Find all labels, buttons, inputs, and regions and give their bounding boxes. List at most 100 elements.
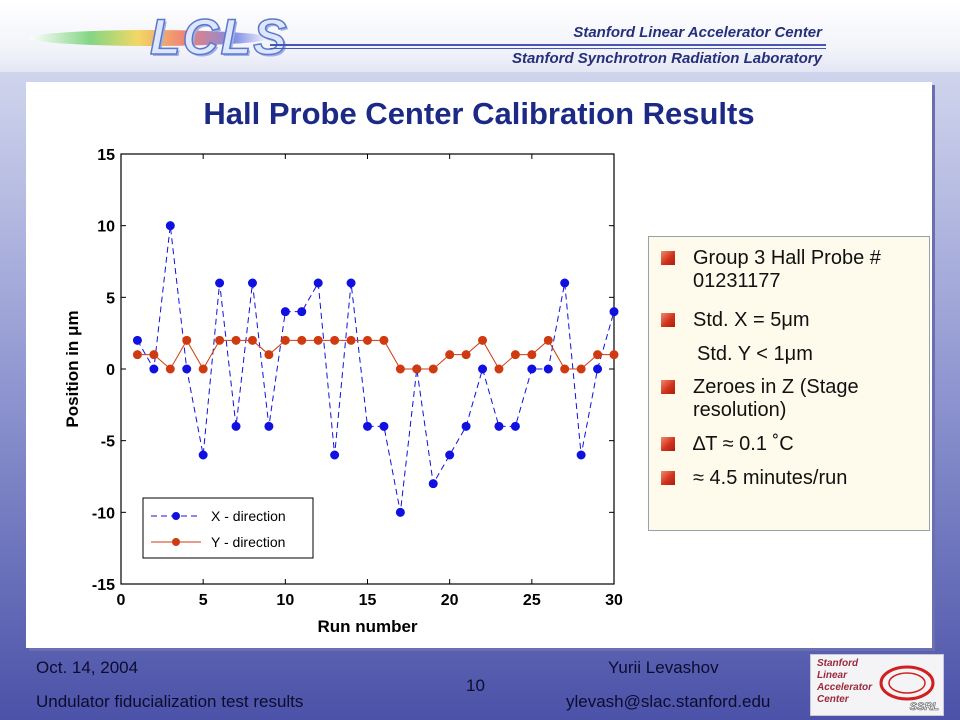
info-probe: Group 3 Hall Probe # 01231177 xyxy=(693,247,881,292)
data-point-y xyxy=(280,335,290,345)
data-point-y xyxy=(527,350,537,360)
footer-date: Oct. 14, 2004 xyxy=(36,658,139,677)
slac-ssrl-logo: Stanford Linear Accelerator Center SSRL xyxy=(810,654,944,716)
x-tick-label: 10 xyxy=(276,592,294,609)
data-point-y xyxy=(593,350,603,360)
data-point-x xyxy=(379,421,389,431)
data-point-x xyxy=(428,479,438,489)
y-tick-label: -5 xyxy=(101,434,115,451)
data-point-y xyxy=(412,364,422,374)
series-line-x xyxy=(136,225,615,513)
data-point-y xyxy=(165,364,175,374)
data-point-y xyxy=(560,364,570,374)
data-point-y xyxy=(313,335,323,345)
data-point-y xyxy=(576,364,586,374)
info-box: Group 3 Hall Probe # 01231177 Std. X = 5… xyxy=(648,236,930,531)
footer-subject: Undulator fiducialization test results xyxy=(36,692,304,711)
info-delta-t: ∆T ≈ 0.1 ˚C xyxy=(693,433,794,455)
data-point-x xyxy=(313,278,323,288)
info-zeroes: Zeroes in Z (Stage resolution) xyxy=(693,376,859,421)
data-point-x xyxy=(182,364,192,374)
header-rule-bottom xyxy=(270,48,826,49)
legend-swatch-marker xyxy=(172,512,180,520)
data-point-y xyxy=(182,335,192,345)
data-point-x xyxy=(165,221,175,231)
calibration-chart: 0 5 10 15 20 25 30 -15 -10 -5 0 5 10 15 Run number Posi… xyxy=(63,147,623,636)
data-point-x xyxy=(132,335,142,345)
data-point-x xyxy=(264,421,274,431)
x-tick-label: 30 xyxy=(605,592,623,609)
bullet-icon xyxy=(661,437,675,451)
data-point-y xyxy=(149,350,159,360)
data-point-x xyxy=(346,278,356,288)
header-rule-top xyxy=(270,44,826,46)
footer-email[interactable]: ylevash@slac.stanford.edu xyxy=(566,692,771,711)
slide-panel: Hall Probe Center Calibration Results 0 5… xyxy=(26,82,932,648)
info-std-y: Std. Y < 1μm xyxy=(697,343,813,365)
x-axis-label: Run number xyxy=(317,617,417,636)
info-std-x: Std. X = 5μm xyxy=(693,309,810,331)
data-point-x xyxy=(363,421,372,431)
data-point-y xyxy=(215,335,225,345)
logo-swoosh xyxy=(30,30,270,46)
y-tick-label: 10 xyxy=(97,219,115,236)
legend-label: Y - direction xyxy=(211,534,285,550)
slide-title: Hall Probe Center Calibration Results xyxy=(203,96,755,131)
y-tick-label: -15 xyxy=(92,577,115,594)
bullet-icon xyxy=(661,380,675,394)
data-point-y xyxy=(478,335,488,345)
data-point-x xyxy=(576,450,586,460)
data-point-x xyxy=(461,421,471,431)
data-point-y xyxy=(609,350,619,360)
data-point-y xyxy=(346,335,356,345)
legend-box xyxy=(142,497,314,559)
data-point-x xyxy=(478,364,488,374)
data-point-x xyxy=(527,364,537,374)
y-tick-label: 5 xyxy=(106,290,115,307)
data-point-x xyxy=(510,421,520,431)
slac-logo-line: Linear xyxy=(817,670,848,681)
data-point-x xyxy=(494,421,504,431)
data-point-y xyxy=(543,335,553,345)
data-point-y xyxy=(132,350,142,360)
legend-label: X - direction xyxy=(211,508,286,524)
data-point-y xyxy=(363,335,372,345)
x-tick-label: 0 xyxy=(117,592,126,609)
data-point-x xyxy=(215,278,225,288)
data-point-x xyxy=(297,307,307,317)
data-point-y xyxy=(330,335,340,345)
data-point-x xyxy=(330,450,340,460)
data-point-y xyxy=(510,350,520,360)
lcls-logo: LCLS xyxy=(149,8,289,66)
ssrl-ring-icon xyxy=(879,665,935,701)
slac-logo-line: Accelerator xyxy=(817,682,873,693)
data-point-y xyxy=(445,350,455,360)
legend-swatch-marker xyxy=(172,538,180,546)
y-tick-label: -10 xyxy=(92,505,115,522)
y-axis-label: Position in μm xyxy=(63,310,82,427)
data-point-y xyxy=(264,350,274,360)
data-point-y xyxy=(247,335,257,345)
org-line-1: Stanford Linear Accelerator Center xyxy=(573,24,822,41)
data-point-y xyxy=(297,335,307,345)
data-point-y xyxy=(494,364,504,374)
data-point-y xyxy=(231,335,241,345)
y-tick-label: 0 xyxy=(106,362,115,379)
data-point-x xyxy=(231,421,241,431)
slac-logo-text: Stanford Linear Accelerator Center xyxy=(817,658,872,706)
page-number: 10 xyxy=(466,676,485,695)
x-tick-label: 15 xyxy=(359,592,377,609)
data-point-y xyxy=(198,364,208,374)
x-tick-label: 20 xyxy=(441,592,459,609)
info-rate: ≈ 4.5 minutes/run xyxy=(693,467,848,489)
data-point-x xyxy=(543,364,553,374)
header-banner: LCLS Stanford Linear Accelerator Center … xyxy=(0,0,960,72)
data-point-x xyxy=(445,450,455,460)
data-point-x xyxy=(560,278,570,288)
slac-logo-line: Stanford xyxy=(817,658,859,669)
data-point-x xyxy=(198,450,208,460)
bullet-icon xyxy=(661,471,675,485)
data-point-y xyxy=(395,364,405,374)
org-line-2: Stanford Synchrotron Radiation Laborator… xyxy=(511,50,822,67)
x-tick-label: 5 xyxy=(199,592,208,609)
